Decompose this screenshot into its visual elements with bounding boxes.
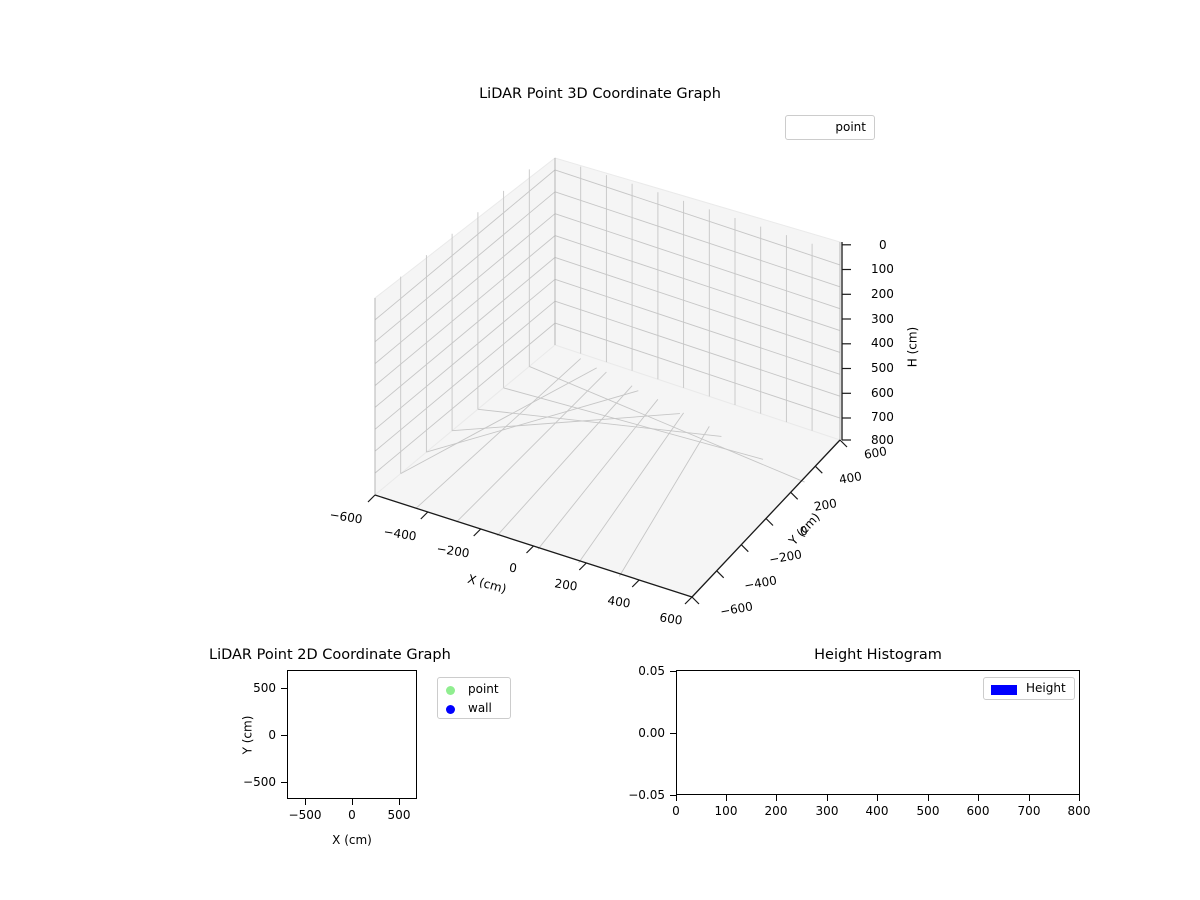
x-tick-label-hist-700: 700 [1017, 804, 1041, 818]
legend-3d[interactable]: point [785, 115, 875, 140]
x-tick-label-2d-neg500: −500 [288, 808, 322, 822]
x-tick-mark-2d-500 [398, 799, 400, 805]
y-tick-label-2d-neg500: −500 [243, 775, 276, 789]
x-tick-label-hist-300: 300 [815, 804, 839, 818]
x-tick-mark-hist-100 [726, 795, 727, 801]
x-tick-label-hist-200: 200 [764, 804, 788, 818]
x-axis-ticks [367, 494, 693, 605]
legend-3d-label-point: point [835, 120, 866, 134]
axes-3d-canvas [367, 156, 851, 605]
axes-2d-lidar[interactable] [287, 670, 417, 799]
x-tick-label-2d-500: 500 [387, 808, 411, 822]
h-tick-label-3: 300 [871, 312, 894, 326]
y-tick-mark-hist-neg005 [670, 794, 676, 796]
legend-2d-label-point: point [468, 682, 499, 696]
y-tick-label-hist-000: 0.00 [638, 726, 665, 740]
box-corner-edges [374, 158, 841, 495]
legend-marker-wall-icon [446, 705, 455, 714]
x-tick-label-hist-500: 500 [916, 804, 940, 818]
x-tick-mark-hist-400 [877, 795, 878, 801]
x-tick-mark-hist-0 [676, 795, 677, 801]
y-tick-mark-500 [281, 687, 287, 689]
axes-3d-lidar[interactable]: −600 −400 −200 0 200 400 600 X (cm) −600… [329, 150, 930, 628]
x-tick-label-hist-600: 600 [966, 804, 990, 818]
h-tick-label-0: 0 [879, 238, 887, 252]
x-tick-mark-hist-800 [1079, 795, 1080, 801]
h-axis-ticks [842, 244, 851, 441]
y-tick-mark-neg500 [281, 781, 287, 783]
h-tick-label-2: 200 [871, 287, 894, 301]
y-tick-label-2d-500: 500 [253, 681, 276, 695]
legend-histogram[interactable]: Height [983, 677, 1075, 700]
x-tick-mark-hist-600 [978, 795, 979, 801]
floor-gridlines [400, 358, 805, 577]
legend-2d[interactable]: point wall [437, 677, 511, 719]
h-tick-label-8: 800 [871, 433, 894, 447]
x-tick-mark-hist-700 [1029, 795, 1030, 801]
x-tick-label-2d-0: 0 [348, 808, 356, 822]
y-tick-mark-0 [281, 734, 287, 736]
y-axis-label-2d: Y (cm) [240, 715, 255, 755]
h-tick-label-7: 700 [871, 410, 894, 424]
legend-marker-point-icon [446, 686, 455, 695]
legend-patch-height-icon [991, 685, 1017, 695]
y-axis-ticks [691, 439, 848, 605]
x-tick-label-hist-0: 0 [672, 804, 680, 818]
h-tick-label-5: 500 [871, 361, 894, 375]
x-tick-mark-2d-0 [351, 799, 353, 805]
x-tick-mark-hist-200 [776, 795, 777, 801]
y-tick-label-hist-005: 0.05 [638, 664, 665, 678]
h-tick-label-1: 100 [871, 262, 894, 276]
h-axis-label: H (cm) [905, 326, 920, 368]
y-tick-label-hist-neg005: −0.05 [628, 788, 665, 802]
y-tick-label-2d-0: 0 [268, 728, 276, 742]
legend-hist-label-height: Height [1026, 681, 1066, 695]
chart-title-hist: Height Histogram [814, 647, 942, 663]
left-wall-gridlines [374, 169, 556, 474]
back-wall-gridlines [554, 166, 841, 431]
x-tick-mark-2d-neg500 [304, 799, 306, 805]
y-tick-mark-hist-000 [670, 732, 676, 734]
x-tick-label-hist-800: 800 [1067, 804, 1091, 818]
y-tick-mark-hist-005 [670, 670, 676, 672]
x-axis-label-2d: X (cm) [332, 833, 372, 847]
chart-title-3d: LiDAR Point 3D Coordinate Graph [479, 86, 721, 102]
legend-2d-label-wall: wall [468, 701, 492, 715]
x-tick-label-hist-100: 100 [714, 804, 738, 818]
x-tick-mark-hist-500 [928, 795, 929, 801]
chart-title-2d: LiDAR Point 2D Coordinate Graph [209, 647, 451, 663]
x-tick-mark-hist-300 [827, 795, 828, 801]
x-tick-label-hist-400: 400 [865, 804, 889, 818]
h-tick-label-6: 600 [871, 386, 894, 400]
h-tick-label-4: 400 [871, 336, 894, 350]
